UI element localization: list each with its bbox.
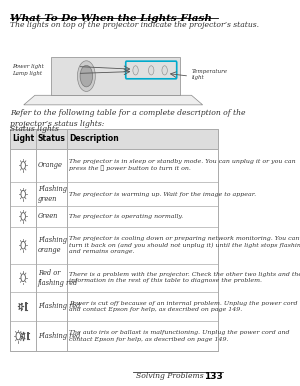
Text: Power is cut off because of an internal problem. Unplug the power cord
and conta: Power is cut off because of an internal … — [69, 301, 297, 312]
Text: Status lights: Status lights — [10, 125, 59, 133]
Text: Red or
flashing red: Red or flashing red — [38, 269, 78, 286]
Text: The lights on top of the projector indicate the projector’s status.: The lights on top of the projector indic… — [10, 20, 259, 29]
Text: There is a problem with the projector. Check the other two lights and the
inform: There is a problem with the projector. C… — [69, 272, 300, 283]
Circle shape — [80, 65, 93, 87]
Circle shape — [133, 66, 138, 75]
Text: Flashing
green: Flashing green — [38, 185, 67, 203]
Bar — [10, 129, 218, 149]
Text: Green: Green — [38, 212, 58, 220]
Text: Light: Light — [12, 134, 34, 143]
Text: Flashing
orange: Flashing orange — [38, 236, 67, 254]
Polygon shape — [51, 57, 180, 95]
Text: Lamp light: Lamp light — [13, 71, 43, 76]
Bar — [10, 129, 218, 351]
Text: Orange: Orange — [38, 161, 62, 169]
Circle shape — [162, 66, 167, 75]
Text: Status: Status — [38, 134, 66, 143]
Text: The projector is warming up. Wait for the image to appear.: The projector is warming up. Wait for th… — [69, 192, 256, 197]
Text: The projector is cooling down or preparing network monitoring. You can’t
turn it: The projector is cooling down or prepari… — [69, 236, 300, 254]
Text: Refer to the following table for a complete description of the
projector’s statu: Refer to the following table for a compl… — [10, 110, 246, 128]
Circle shape — [77, 61, 95, 91]
Text: Power light: Power light — [13, 64, 44, 69]
Text: The projector is in sleep or standby mode. You can unplug it or you can
press th: The projector is in sleep or standby mod… — [69, 159, 296, 171]
Text: Temperature
light: Temperature light — [191, 69, 227, 80]
Text: 133: 133 — [204, 372, 223, 381]
Text: What To Do When the Lights Flash: What To Do When the Lights Flash — [10, 14, 212, 23]
Circle shape — [148, 66, 154, 75]
Polygon shape — [24, 95, 203, 105]
Text: Description: Description — [69, 134, 119, 143]
Text: Flashing red: Flashing red — [38, 332, 80, 340]
Text: Solving Problems: Solving Problems — [136, 372, 203, 380]
Text: Flashing red: Flashing red — [38, 303, 80, 310]
Text: The auto iris or ballast is malfunctioning. Unplug the power cord and
contact Ep: The auto iris or ballast is malfunctioni… — [69, 330, 290, 342]
Text: The projector is operating normally.: The projector is operating normally. — [69, 214, 183, 219]
